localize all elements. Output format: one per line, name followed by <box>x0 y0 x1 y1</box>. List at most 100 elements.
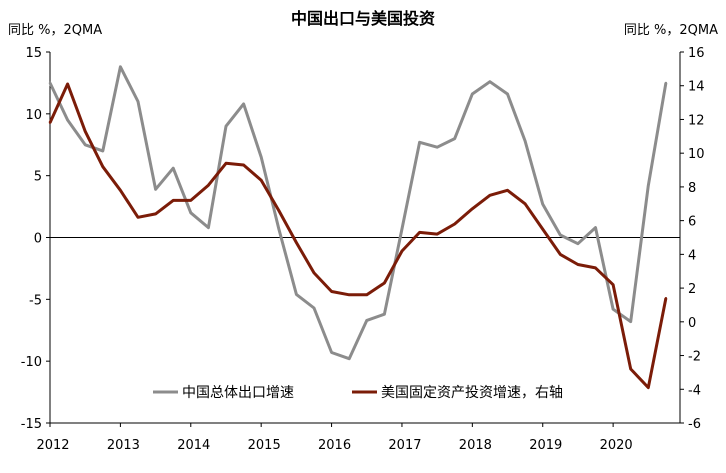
data-point-us-fai <box>172 199 175 202</box>
right-axis-unit: 同比 %，2QMA <box>624 23 718 38</box>
x-tick-label: 2019 <box>529 438 562 453</box>
data-point-us-fai <box>559 253 562 256</box>
right-y-tick-label: 10 <box>688 147 705 162</box>
data-point-china-exports <box>348 357 351 360</box>
x-tick-label: 2014 <box>177 438 210 453</box>
left-y-tick-label: -10 <box>21 355 42 370</box>
data-point-us-fai <box>594 266 597 270</box>
x-tick-label: 2013 <box>107 438 140 453</box>
data-point-us-fai <box>312 271 316 275</box>
data-point-china-exports <box>400 227 404 230</box>
legend: 中国总体出口增速 美国固定资产投资增速，右轴 <box>153 385 563 401</box>
legend-label-china-exports: 中国总体出口增速 <box>182 385 294 401</box>
right-y-tick-label: 8 <box>688 181 696 196</box>
data-point-china-exports <box>594 226 597 229</box>
data-point-china-exports <box>136 100 140 103</box>
data-point-china-exports <box>629 320 632 323</box>
x-tick-label: 2017 <box>388 438 421 453</box>
data-point-china-exports <box>576 242 580 245</box>
data-point-china-exports <box>295 293 298 296</box>
data-point-china-exports <box>312 306 316 310</box>
data-point-china-exports <box>611 308 615 311</box>
right-y-tick-label: 0 <box>688 316 696 331</box>
data-point-china-exports <box>101 149 105 153</box>
data-point-us-fai <box>101 165 105 168</box>
data-point-us-fai <box>418 231 421 234</box>
data-point-us-fai <box>224 162 228 165</box>
x-tick-label: 2012 <box>36 438 69 453</box>
data-point-us-fai <box>136 216 140 219</box>
data-point-us-fai <box>154 212 157 216</box>
data-point-china-exports <box>330 351 333 354</box>
data-point-us-fai <box>189 199 192 202</box>
right-y-tick-label: 4 <box>688 248 696 263</box>
data-point-china-exports <box>277 227 280 230</box>
data-point-us-fai <box>471 207 474 210</box>
data-point-china-exports <box>207 226 210 229</box>
data-point-us-fai <box>647 386 650 389</box>
data-point-china-exports <box>119 65 122 69</box>
data-point-china-exports <box>66 118 69 122</box>
data-point-china-exports <box>453 137 456 140</box>
right-y-tick-label: 12 <box>688 113 705 128</box>
left-y-tick-label: -15 <box>21 417 42 432</box>
right-y-tick-label: 2 <box>688 282 696 297</box>
left-y-tick-label: 5 <box>34 170 42 185</box>
series-line-china-exports <box>48 65 668 361</box>
right-y-tick-label: -2 <box>688 350 701 365</box>
data-point-us-fai <box>541 227 544 231</box>
x-tick-label: 2020 <box>600 438 633 453</box>
data-point-us-fai <box>330 290 333 293</box>
data-point-us-fai <box>295 241 298 244</box>
data-point-us-fai <box>207 184 210 187</box>
data-point-us-fai <box>611 283 615 286</box>
data-point-us-fai <box>277 209 280 212</box>
x-tick-label: 2015 <box>248 438 281 453</box>
data-point-us-fai <box>453 222 456 226</box>
data-point-china-exports <box>559 233 562 237</box>
left-y-tick-label: -5 <box>29 293 42 308</box>
data-point-china-exports <box>154 188 157 191</box>
right-y-tick-label: 14 <box>688 80 705 95</box>
data-point-us-fai <box>365 293 368 296</box>
data-point-china-exports <box>224 125 228 128</box>
data-point-us-fai <box>488 194 492 197</box>
left-y-tick-label: 10 <box>25 108 42 123</box>
data-point-china-exports <box>506 92 509 96</box>
data-point-us-fai <box>506 189 509 192</box>
data-point-us-fai <box>629 367 632 371</box>
left-y-tick-label: 0 <box>34 232 42 247</box>
data-point-us-fai <box>400 249 404 253</box>
data-point-us-fai <box>66 82 69 86</box>
right-y-tick-label: -4 <box>688 383 701 398</box>
data-point-us-fai <box>84 130 87 133</box>
data-point-us-fai <box>383 281 386 285</box>
data-point-china-exports <box>418 141 421 144</box>
data-point-china-exports <box>523 139 527 143</box>
data-point-us-fai <box>664 297 668 300</box>
data-point-us-fai <box>348 293 351 296</box>
series-line-us-fai <box>48 82 668 390</box>
data-point-us-fai <box>436 232 439 236</box>
data-point-china-exports <box>488 80 492 83</box>
legend-label-us-fai: 美国固定资产投资增速，右轴 <box>381 385 563 401</box>
data-point-china-exports <box>383 313 386 316</box>
data-point-us-fai <box>576 263 580 266</box>
left-y-tick-label: 15 <box>25 46 42 61</box>
data-point-china-exports <box>242 102 245 106</box>
data-point-china-exports <box>260 155 263 159</box>
data-point-china-exports <box>471 92 474 96</box>
data-point-china-exports <box>647 184 650 187</box>
data-point-china-exports <box>172 167 175 170</box>
data-point-china-exports <box>48 81 52 85</box>
data-point-us-fai <box>242 163 245 167</box>
data-point-us-fai <box>48 121 52 125</box>
data-point-china-exports <box>365 319 368 322</box>
data-point-china-exports <box>189 211 192 214</box>
right-y-tick-label: 16 <box>688 46 705 61</box>
data-point-us-fai <box>523 202 527 205</box>
data-point-china-exports <box>84 143 87 146</box>
data-point-china-exports <box>664 81 668 85</box>
chart-title: 中国出口与美国投资 <box>291 9 435 28</box>
